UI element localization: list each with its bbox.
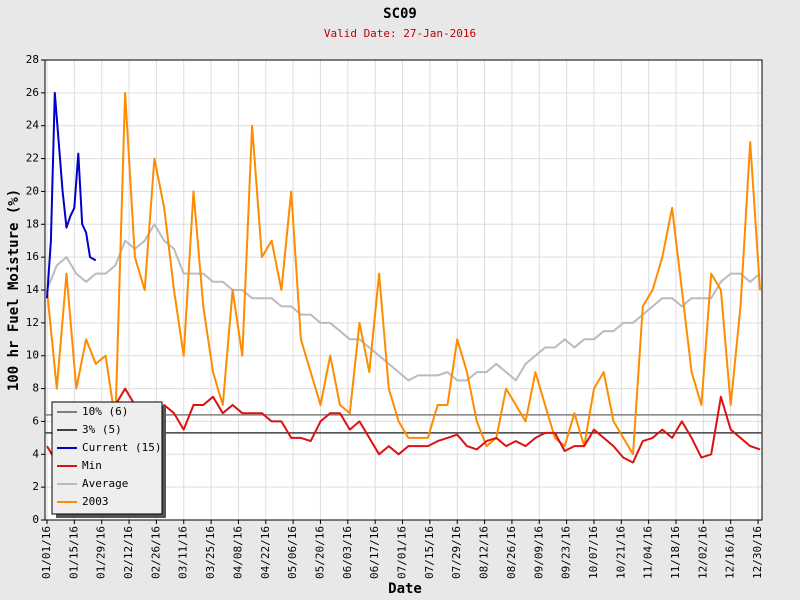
y-tick-label: 14 bbox=[26, 283, 40, 296]
series-line bbox=[46, 91, 761, 456]
x-tick-label: 11/18/16 bbox=[669, 526, 682, 579]
series-line bbox=[46, 91, 97, 299]
y-tick-label: 26 bbox=[26, 86, 39, 99]
legend-label: 3% (5) bbox=[82, 423, 122, 436]
x-tick-label: 06/03/16 bbox=[341, 526, 354, 579]
x-tick-label: 02/26/16 bbox=[149, 526, 162, 579]
x-tick-label: 01/29/16 bbox=[95, 526, 108, 579]
x-tick-label: 04/22/16 bbox=[259, 526, 272, 579]
y-tick-label: 12 bbox=[26, 316, 39, 329]
plot-frame bbox=[44, 59, 763, 521]
x-tick-label: 12/16/16 bbox=[724, 526, 737, 579]
x-tick-label: 08/26/16 bbox=[505, 526, 518, 579]
y-tick-label: 28 bbox=[26, 53, 39, 66]
x-tick-label: 07/01/16 bbox=[396, 526, 409, 579]
x-tick-label: 10/07/16 bbox=[587, 526, 600, 579]
y-tick-label: 4 bbox=[32, 447, 39, 460]
x-tick-label: 09/23/16 bbox=[560, 526, 573, 579]
x-tick-label: 06/17/16 bbox=[368, 526, 381, 579]
x-tick-label: 03/11/16 bbox=[177, 526, 190, 579]
x-tick-label: 11/04/16 bbox=[642, 526, 655, 579]
x-tick-label: 09/09/16 bbox=[532, 526, 545, 579]
y-tick-label: 16 bbox=[26, 250, 39, 263]
x-tick-label: 01/15/16 bbox=[67, 526, 80, 579]
x-tick-label: 10/21/16 bbox=[614, 526, 627, 579]
x-tick-label: 08/12/16 bbox=[478, 526, 491, 579]
chart-subtitle: Valid Date: 27-Jan-2016 bbox=[324, 27, 476, 40]
y-tick-label: 10 bbox=[26, 349, 39, 362]
legend-label: 10% (6) bbox=[82, 405, 128, 418]
x-tick-label: 04/08/16 bbox=[231, 526, 244, 579]
legend-label: Average bbox=[82, 477, 128, 490]
legend-label: Min bbox=[82, 459, 102, 472]
y-tick-label: 22 bbox=[26, 152, 39, 165]
y-tick-label: 6 bbox=[32, 414, 39, 427]
y-tick-label: 2 bbox=[32, 480, 39, 493]
legend-label: Current (15) bbox=[82, 441, 161, 454]
chart-title: SC09 bbox=[383, 6, 417, 22]
y-tick-label: 8 bbox=[32, 382, 39, 395]
x-tick-label: 01/01/16 bbox=[40, 526, 53, 579]
y-tick-label: 24 bbox=[26, 119, 40, 132]
x-tick-label: 07/29/16 bbox=[450, 526, 463, 579]
x-tick-label: 02/12/16 bbox=[122, 526, 135, 579]
x-tick-label: 12/02/16 bbox=[696, 526, 709, 579]
x-tick-label: 03/25/16 bbox=[204, 526, 217, 579]
legend: 10% (6) 3% (5) Current (15) Min Average 2003 bbox=[51, 401, 166, 518]
x-tick-label: 05/06/16 bbox=[286, 526, 299, 579]
legend-box bbox=[51, 401, 163, 515]
x-tick-label: 07/15/16 bbox=[423, 526, 436, 579]
y-tick-label: 18 bbox=[26, 217, 39, 230]
x-tick-label: 05/20/16 bbox=[313, 526, 326, 579]
x-axis-label: Date bbox=[388, 581, 422, 597]
legend-label: 2003 bbox=[82, 495, 109, 508]
x-tick-label: 12/30/16 bbox=[751, 526, 764, 579]
y-tick-label: 0 bbox=[32, 513, 39, 526]
y-tick-label: 20 bbox=[26, 184, 39, 197]
y-axis-label: 100 hr Fuel Moisture (%) bbox=[6, 189, 22, 391]
